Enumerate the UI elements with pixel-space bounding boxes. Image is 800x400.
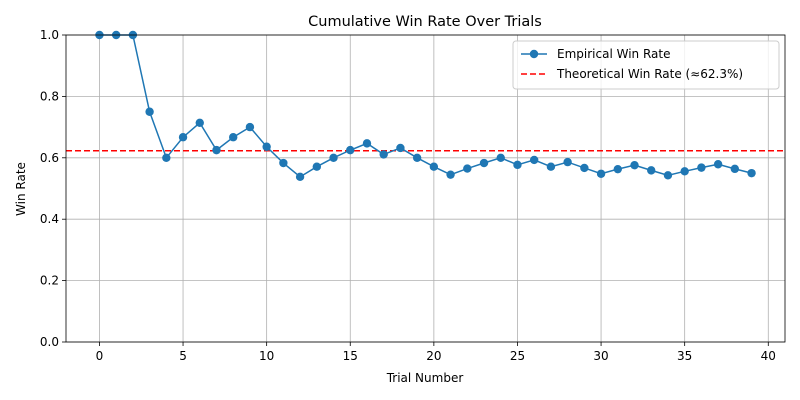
y-tick-label: 0.0 [40,335,59,349]
data-point [429,162,439,171]
data-point [279,158,288,168]
x-tick-label: 20 [426,349,441,363]
data-point [212,145,221,155]
chart-title: Cumulative Win Rate Over Trials [308,14,542,30]
data-point [295,172,305,182]
data-point [362,139,372,148]
series-group [95,30,756,182]
data-point [529,155,539,165]
x-tick-label: 15 [343,349,358,363]
legend-marker-empirical [529,49,539,59]
x-tick-label: 35 [677,349,692,363]
data-point [697,163,706,172]
y-tick-label: 0.6 [40,151,59,165]
legend-label-empirical: Empirical Win Rate [557,47,670,61]
y-tick-label: 0.8 [40,89,59,103]
x-axis-label: Trial Number [386,371,464,385]
y-axis-label: Win Rate [14,162,28,216]
data-point [546,162,556,171]
x-tick-label: 0 [96,349,104,363]
data-point [329,153,338,162]
data-point [747,168,756,178]
y-tick-label: 1.0 [40,28,59,42]
data-point [162,153,171,162]
data-point [563,157,572,167]
tick-marks: 0 5 10 15 20 25 30 35 40 0.0 0.2 0.4 0.6 0.8 1.0 [40,28,776,363]
data-point [379,150,388,159]
data-point [178,133,188,142]
data-point [496,153,505,162]
data-point [195,118,204,128]
data-point [713,160,723,169]
data-point [680,167,689,176]
data-point [262,142,271,151]
data-point [596,169,606,178]
data-point [229,133,238,142]
data-point [145,107,154,116]
data-point [513,160,522,170]
data-point [647,166,656,175]
data-point [312,162,322,171]
axes-frame [65,34,786,343]
x-tick-label: 10 [259,349,274,363]
data-point [446,170,455,179]
legend-label-theoretical: Theoretical Win Rate (≈62.3%) [556,67,743,81]
data-point [730,164,740,174]
data-point [396,143,405,153]
data-point [463,164,472,173]
data-point [630,160,639,170]
y-tick-label: 0.4 [40,212,59,226]
x-tick-label: 5 [179,349,187,363]
data-point [412,153,422,162]
legend: Empirical Win Rate Theoretical Win Rate … [512,40,780,90]
data-point [245,122,255,132]
empirical-win-rate-line [99,34,752,178]
legend-box [512,40,780,90]
data-point [580,163,589,173]
x-tick-label: 40 [761,349,776,363]
data-point [613,164,622,174]
data-point [479,158,489,168]
x-tick-label: 30 [593,349,608,363]
x-tick-label: 25 [510,349,525,363]
data-point [663,171,673,180]
y-tick-label: 0.2 [40,274,59,288]
data-point [346,145,355,155]
